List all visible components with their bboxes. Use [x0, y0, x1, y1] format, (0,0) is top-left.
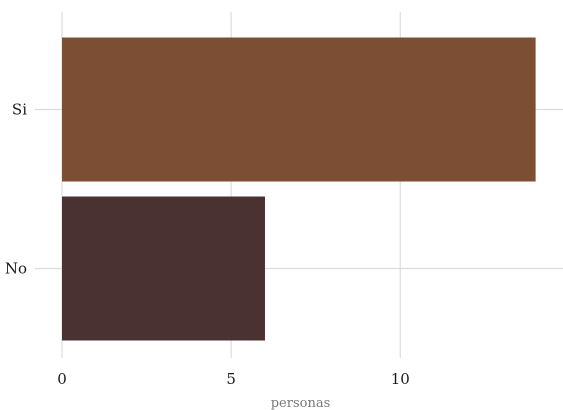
y-tick-label-no: No: [5, 260, 27, 278]
x-tick-label-10: 10: [391, 370, 410, 388]
bar-no: [62, 196, 265, 341]
x-tick-label-0: 0: [57, 370, 67, 388]
y-axis-tick-labels: Si No: [5, 101, 27, 278]
x-axis-title: personas: [271, 396, 331, 410]
bars: [62, 37, 536, 341]
x-tick-label-5: 5: [226, 370, 236, 388]
bar-si: [62, 37, 536, 182]
x-axis-tick-labels: 0 5 10: [57, 370, 410, 388]
y-tick-label-si: Si: [12, 101, 27, 119]
